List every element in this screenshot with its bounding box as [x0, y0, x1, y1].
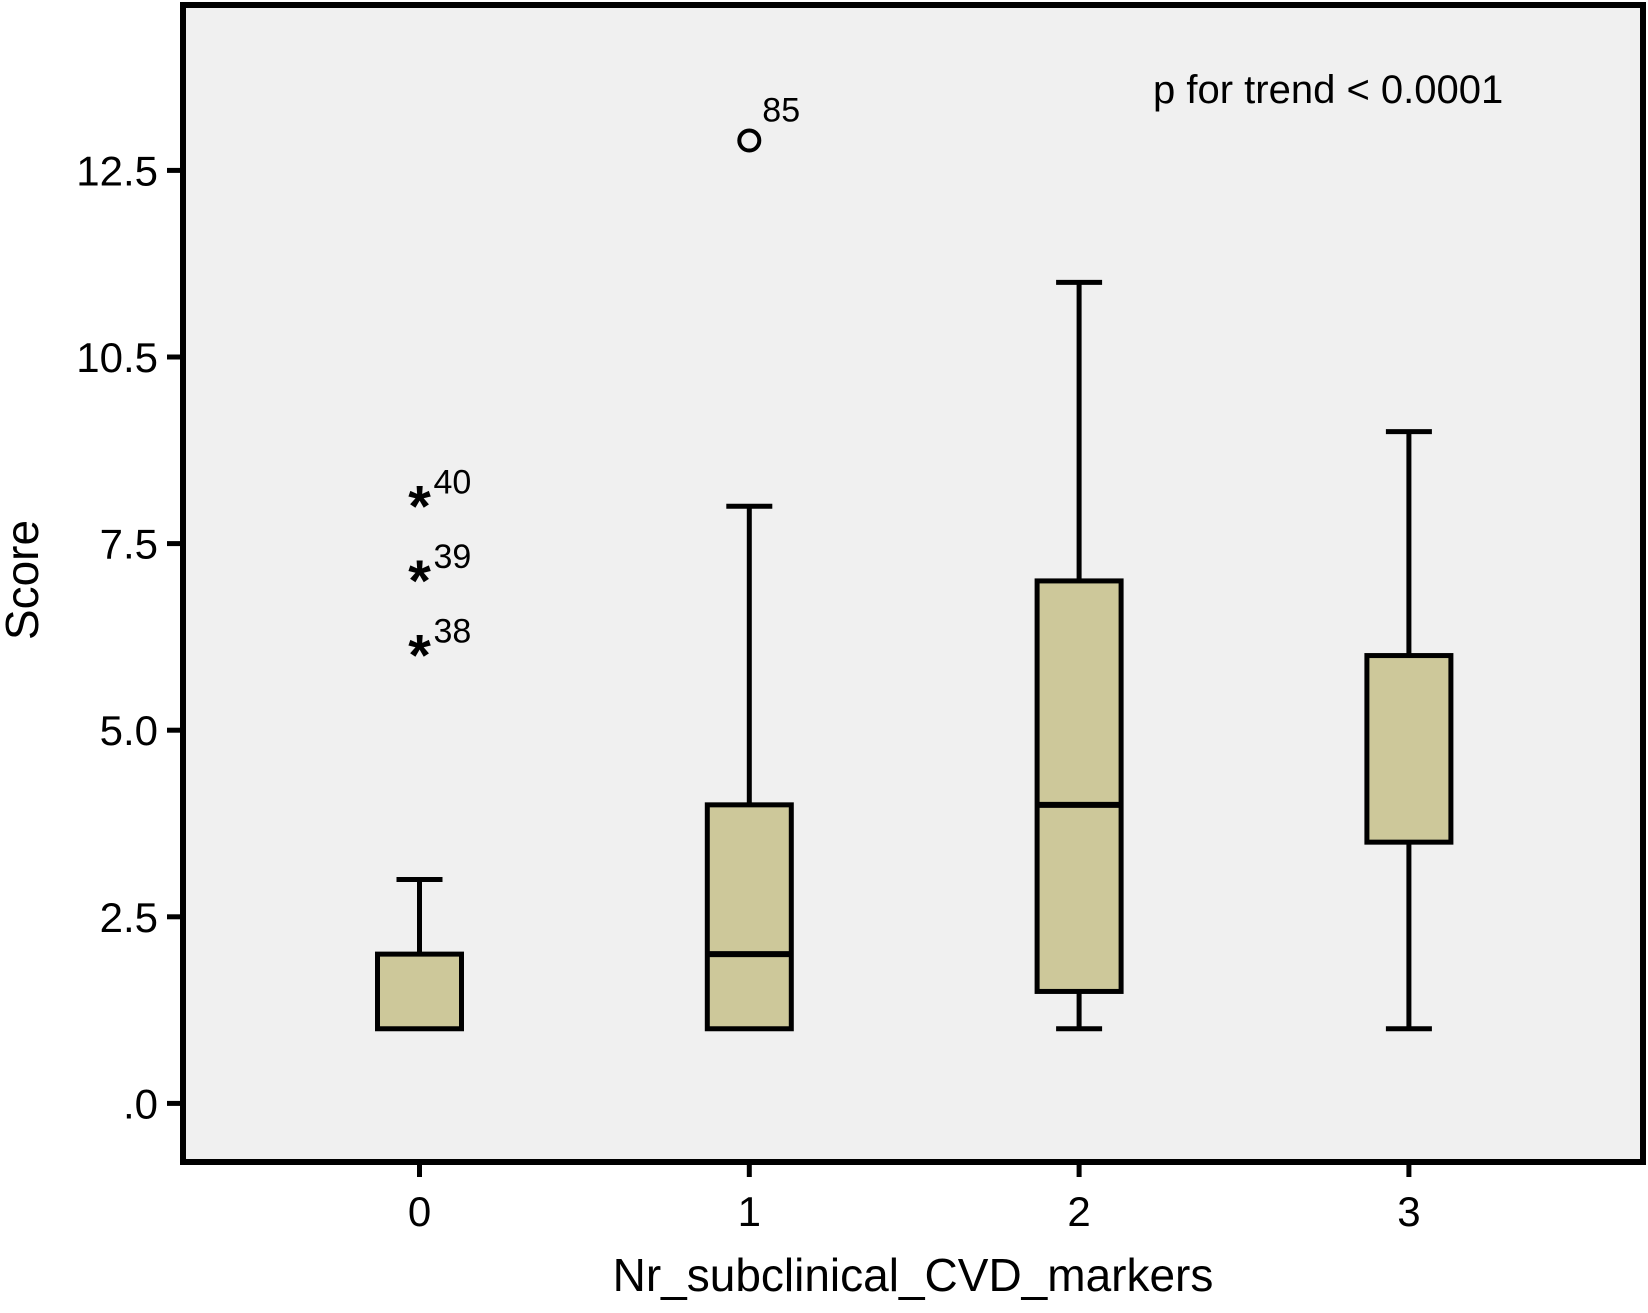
y-axis-title: Score [0, 520, 48, 640]
outlier-circle-marker [737, 128, 762, 153]
outlier-asterisk-marker: * [408, 549, 431, 614]
outlier-case-label: 38 [434, 613, 472, 651]
y-axis-tick-label: 10.5 [76, 334, 158, 381]
box-group-3 [1364, 653, 1454, 845]
y-axis-tick-label: 7.5 [100, 521, 158, 568]
box-group-1 [704, 802, 794, 1032]
x-axis-tick-label: 2 [1067, 1188, 1090, 1235]
outlier-case-label: 85 [762, 92, 800, 130]
box-group-2 [1034, 578, 1124, 994]
y-axis-tick-label: .0 [123, 1080, 158, 1127]
x-axis-tick-label: 0 [408, 1188, 431, 1235]
x-axis-title: Nr_subclinical_CVD_markers [613, 1249, 1214, 1301]
outlier-asterisk-marker: * [408, 474, 431, 539]
outlier-case-label: 39 [434, 538, 472, 576]
y-axis-tick-label: 2.5 [100, 894, 158, 941]
x-axis-tick-label: 1 [738, 1188, 761, 1235]
outlier-asterisk-marker: * [408, 624, 431, 689]
y-axis-tick-label: 5.0 [100, 707, 158, 754]
y-axis-tick-label: 12.5 [76, 147, 158, 194]
box-group-0 [375, 951, 464, 1032]
x-axis-tick-label: 3 [1397, 1188, 1420, 1235]
outlier-case-label: 40 [434, 463, 472, 501]
p-for-trend-annotation: p for trend < 0.0001 [1153, 68, 1503, 112]
